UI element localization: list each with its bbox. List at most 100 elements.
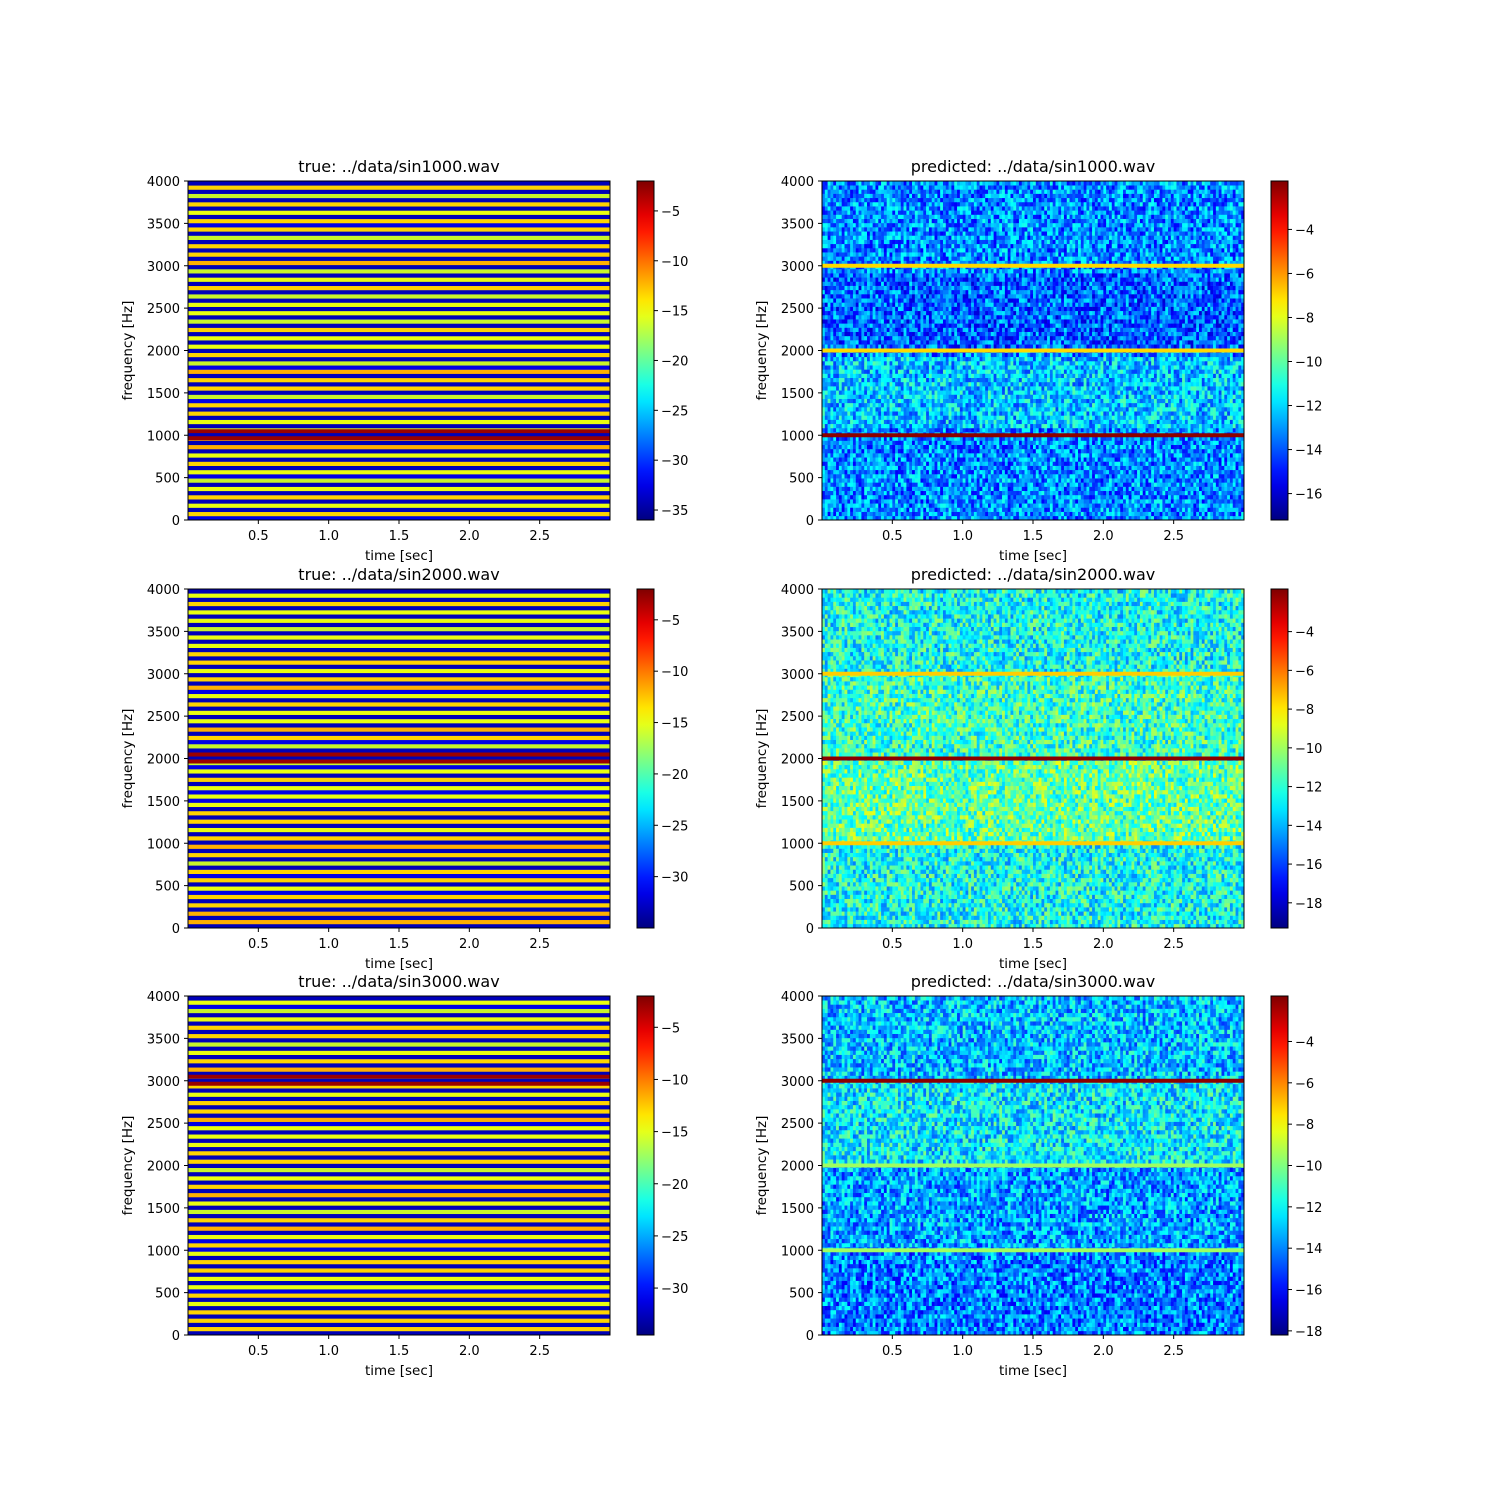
- frequency-band: [188, 219, 610, 224]
- colorbar-tick-label: −10: [1295, 742, 1322, 757]
- colorbar-tick-label: −10: [1295, 356, 1322, 371]
- frequency-band: [188, 748, 610, 753]
- chart-panel-6: 0.5 1.0 1.5 2.0 2.50500100015002000250030003…: [754, 972, 1322, 1379]
- frequency-band: [188, 369, 610, 374]
- frequency-band: [188, 210, 610, 215]
- frequency-band: [188, 1004, 610, 1009]
- colorbar-tick-label: −5: [661, 614, 680, 629]
- chart-panel-3: 0.5 1.0 1.5 2.0 2.50500100015002000250030003…: [120, 565, 688, 972]
- frequency-band: [188, 1289, 610, 1294]
- frequency-band: [188, 1113, 610, 1118]
- frequency-band: [188, 715, 610, 720]
- tone-line: [822, 757, 1244, 761]
- colorbar: −18−16−14−12−10−8−6−4: [1271, 589, 1322, 928]
- colorbar-tick-label: −10: [1295, 1160, 1322, 1175]
- y-tick-label: 0: [806, 922, 814, 937]
- x-tick-label: 0.5: [248, 529, 269, 544]
- y-tick-label: 500: [789, 1287, 814, 1302]
- frequency-band: [188, 1314, 610, 1319]
- y-tick-label: 2500: [781, 710, 814, 725]
- frequency-band: [188, 610, 610, 615]
- y-tick-label: 4000: [147, 990, 180, 1005]
- frequency-band: [188, 903, 610, 908]
- tone-line: [822, 841, 1244, 845]
- frequency-band: [188, 777, 610, 782]
- colorbar-gradient: [1271, 181, 1288, 520]
- y-tick-label: 2500: [781, 302, 814, 317]
- frequency-band: [188, 807, 610, 812]
- frequency-band: [188, 227, 610, 232]
- frequency-band: [188, 1222, 610, 1227]
- spectrogram-image: [188, 996, 610, 1335]
- frequency-band: [188, 340, 610, 345]
- frequency-band: [188, 915, 610, 920]
- colorbar-tick-label: −12: [1295, 1201, 1322, 1216]
- spectrogram-image: [822, 589, 1244, 928]
- frequency-band: [188, 823, 610, 828]
- colorbar-tick-label: −12: [1295, 781, 1322, 796]
- frequency-band: [188, 840, 610, 845]
- frequency-band: [188, 248, 610, 253]
- y-tick-label: 2000: [147, 753, 180, 768]
- frequency-band: [188, 836, 610, 841]
- y-tick-label: 4000: [147, 175, 180, 190]
- frequency-band: [188, 181, 610, 186]
- frequency-band: [188, 757, 610, 760]
- colorbar-tick-label: −8: [1295, 703, 1314, 718]
- y-tick-label: 1500: [781, 387, 814, 402]
- colorbar-gradient: [1271, 996, 1288, 1335]
- frequency-band: [188, 1209, 610, 1214]
- chart-title: true: ../data/sin3000.wav: [298, 972, 499, 991]
- x-tick-label: 0.5: [882, 1344, 903, 1359]
- colorbar-tick-label: −20: [661, 354, 688, 369]
- frequency-band: [188, 698, 610, 703]
- y-tick-label: 1000: [147, 837, 180, 852]
- colorbar-tick-label: −16: [1295, 488, 1322, 503]
- frequency-band: [188, 907, 610, 912]
- colorbar-tick-label: −10: [661, 255, 688, 270]
- frequency-band: [188, 886, 610, 891]
- frequency-band: [188, 794, 610, 799]
- colorbar: −30−25−20−15−10−5: [637, 996, 688, 1335]
- x-tick-label: 2.5: [1163, 1344, 1184, 1359]
- frequency-band: [188, 677, 610, 682]
- frequency-band: [188, 407, 610, 412]
- x-tick-label: 2.0: [459, 1344, 480, 1359]
- frequency-band: [188, 1130, 610, 1135]
- x-axis-label: time [sec]: [999, 956, 1067, 972]
- frequency-band: [188, 1134, 610, 1139]
- colorbar-tick-label: −15: [661, 717, 688, 732]
- frequency-band: [188, 1235, 610, 1240]
- frequency-band: [188, 1151, 610, 1156]
- frequency-band: [188, 731, 610, 736]
- frequency-band: [188, 1264, 610, 1269]
- y-tick-label: 2500: [781, 1117, 814, 1132]
- frequency-band: [188, 996, 610, 1001]
- frequency-band: [188, 466, 610, 471]
- frequency-band: [188, 1038, 610, 1043]
- frequency-band: [188, 669, 610, 674]
- frequency-band: [188, 614, 610, 619]
- x-tick-label: 0.5: [882, 937, 903, 952]
- y-axis-label: frequency [Hz]: [754, 709, 770, 809]
- y-tick-label: 0: [806, 514, 814, 529]
- frequency-band: [188, 461, 610, 466]
- y-tick-label: 3000: [147, 1075, 180, 1090]
- frequency-band: [188, 815, 610, 820]
- frequency-band: [188, 819, 610, 824]
- peak-band: [188, 436, 610, 440]
- frequency-band: [188, 639, 610, 644]
- frequency-band: [188, 445, 610, 450]
- frequency-band: [188, 723, 610, 728]
- frequency-band: [188, 1218, 610, 1223]
- frequency-band: [188, 1285, 610, 1290]
- frequency-band: [188, 1302, 610, 1307]
- frequency-band: [188, 348, 610, 353]
- frequency-band: [188, 911, 610, 916]
- y-tick-label: 4000: [781, 583, 814, 598]
- y-tick-label: 1500: [147, 387, 180, 402]
- x-tick-label: 1.5: [1023, 1344, 1044, 1359]
- y-tick-label: 500: [789, 880, 814, 895]
- frequency-band: [188, 1046, 610, 1051]
- x-tick-label: 1.0: [318, 529, 339, 544]
